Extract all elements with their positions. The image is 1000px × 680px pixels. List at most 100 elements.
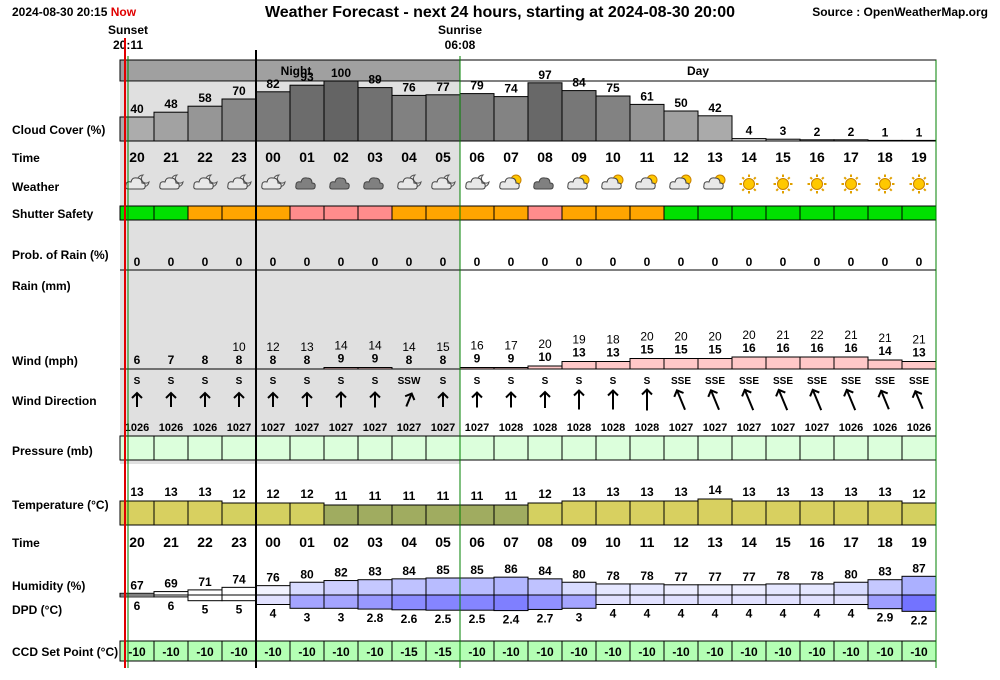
time-label-bottom: 08 — [537, 534, 553, 550]
temperature-bar — [629, 500, 665, 526]
wind-speed-value: 16 — [776, 341, 790, 355]
ccd-value: -10 — [570, 645, 588, 659]
dpd-value: 5 — [202, 603, 209, 617]
cloud-shape — [499, 177, 520, 190]
cloud-value: 50 — [674, 96, 688, 110]
dpd-bar — [595, 594, 631, 605]
temperature-value: 11 — [403, 489, 416, 503]
wind-speed-value: 13 — [606, 346, 620, 360]
pressure-cell — [425, 435, 461, 461]
ccd-value: -15 — [434, 645, 452, 659]
temperature-bar — [731, 500, 767, 526]
dpd-bar — [289, 594, 325, 609]
wind-dir-label: SSE — [773, 376, 793, 387]
sunrise-time: 06:08 — [445, 38, 476, 52]
wind-gust-value: 22 — [810, 328, 824, 342]
dpd-value: 4 — [746, 607, 753, 621]
wind-dir-label: S — [542, 376, 549, 387]
now-label: Now — [110, 5, 137, 19]
sun-ray — [843, 188, 847, 192]
pressure-value: 1027 — [363, 422, 387, 434]
shutter-cell — [731, 205, 767, 221]
temperature-bar — [867, 500, 903, 526]
wind-bar — [867, 359, 903, 370]
arrow-head — [471, 391, 483, 399]
humidity-bar — [697, 584, 733, 596]
wind-bar — [663, 358, 699, 370]
wind-gust-value: 18 — [606, 333, 620, 347]
sun-ray — [741, 188, 745, 192]
partly-cloudy-day-icon — [703, 174, 726, 190]
prob-rain-value: 0 — [542, 255, 549, 269]
dpd-bar — [459, 594, 495, 611]
wind-gust-value: 20 — [538, 337, 552, 351]
pressure-cell — [731, 435, 767, 461]
arrow-head — [673, 388, 684, 398]
cloud-shape — [465, 177, 486, 190]
temperature-bar — [799, 500, 835, 526]
cloud-value: 48 — [164, 97, 178, 111]
dpd-value: 3 — [304, 610, 311, 624]
shutter-cell — [289, 205, 325, 221]
pressure-value: 1027 — [329, 422, 353, 434]
cloud-bar — [493, 96, 529, 142]
time-label-bottom: 14 — [741, 534, 757, 550]
row-label-ccd: CCD Set Point (°C) — [12, 645, 118, 659]
wind-speed-value: 13 — [912, 346, 926, 360]
wind-speed-value: 8 — [202, 353, 209, 367]
partly-cloudy-night-icon — [193, 174, 218, 190]
wind-arrow-icon — [877, 389, 890, 410]
wind-dir-label: S — [508, 376, 515, 387]
prob-rain-value: 0 — [678, 255, 685, 269]
pressure-cell — [901, 435, 937, 461]
dpd-value: 6 — [168, 599, 175, 613]
dpd-bar — [799, 594, 835, 605]
pressure-value: 1027 — [805, 422, 829, 434]
wind-dir-label: S — [576, 376, 583, 387]
wind-bar — [731, 356, 767, 370]
humidity-bar — [527, 578, 563, 596]
cloud-value: 79 — [470, 79, 484, 93]
cloud-value: 58 — [198, 91, 212, 105]
dpd-bar — [323, 594, 359, 609]
wind-dir-label: S — [236, 376, 243, 387]
cloud-shape — [295, 177, 316, 190]
sun-icon — [909, 174, 929, 194]
cloud-value: 42 — [708, 101, 722, 115]
pressure-cell — [867, 435, 903, 461]
dpd-bar — [901, 594, 937, 612]
temperature-value: 11 — [335, 489, 348, 503]
cloud-shape — [601, 177, 622, 190]
sun-ray — [877, 176, 881, 180]
sun-ray — [889, 188, 893, 192]
humidity-value: 71 — [198, 575, 212, 589]
wind-speed-value: 9 — [372, 352, 379, 366]
wind-bar — [595, 361, 631, 370]
cloud-value: 100 — [331, 66, 351, 80]
prob-rain-value: 0 — [508, 255, 515, 269]
sun-ray — [877, 188, 881, 192]
temperature-bar — [153, 500, 189, 526]
cloud-value: 89 — [368, 73, 382, 87]
shutter-cell — [697, 205, 733, 221]
row-label-pressure: Pressure (mb) — [12, 444, 93, 458]
humidity-bar — [357, 579, 393, 596]
pressure-value: 1028 — [533, 422, 557, 434]
shutter-cell — [867, 205, 903, 221]
wind-arrow-icon — [437, 391, 449, 407]
wind-arrow-icon — [911, 389, 924, 410]
sun-disc — [743, 178, 755, 190]
wind-speed-value: 8 — [270, 353, 277, 367]
sun-disc — [913, 178, 925, 190]
temperature-value: 12 — [266, 487, 280, 501]
temperature-value: 13 — [198, 485, 212, 499]
shutter-cell — [901, 205, 937, 221]
pressure-cell — [221, 435, 257, 461]
time-label: 22 — [197, 149, 213, 165]
arrow-shaft — [811, 389, 823, 411]
cloud-bar — [595, 95, 631, 142]
time-label-bottom: 15 — [775, 534, 791, 550]
cloud-shape — [329, 177, 350, 190]
humidity-value: 77 — [742, 570, 756, 584]
cloud-value: 2 — [848, 125, 855, 139]
